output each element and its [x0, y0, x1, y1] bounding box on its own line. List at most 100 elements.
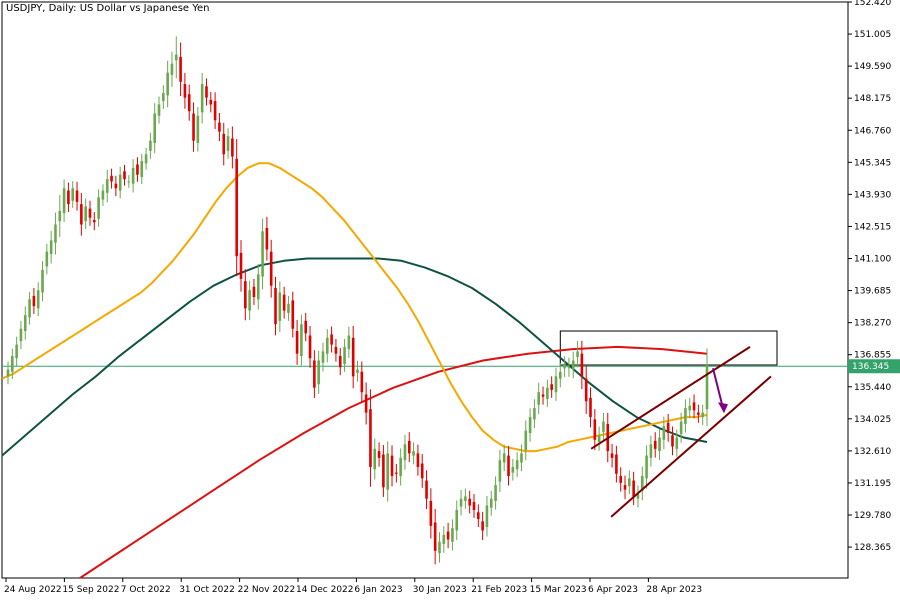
candle-body: [360, 371, 364, 393]
candle-body: [213, 101, 217, 121]
candle-body: [248, 290, 251, 311]
candle-body: [351, 337, 355, 377]
candle-body: [580, 353, 584, 377]
current-price-label: 136.345: [852, 362, 889, 372]
ma-slow-line: [79, 345, 708, 579]
candle-body: [502, 453, 506, 463]
candle-body: [494, 485, 497, 501]
candle-body: [300, 324, 303, 356]
candle-body: [325, 337, 329, 354]
candle-body: [317, 360, 320, 385]
candle-body: [649, 444, 653, 458]
ma-mid-line: [1, 257, 708, 457]
candle-body: [196, 115, 200, 143]
candle-body: [347, 335, 351, 350]
y-tick-label: 146.760: [854, 126, 891, 136]
candle-body: [28, 299, 31, 318]
candle-body: [32, 295, 36, 307]
candle-body: [679, 421, 683, 435]
x-tick-label: 21 Feb 2023: [471, 585, 527, 595]
candle-body: [666, 422, 670, 433]
channel-upper-line: [590, 346, 751, 450]
candle-body: [23, 315, 27, 332]
candle-body: [308, 335, 312, 359]
candle-body: [653, 440, 657, 449]
candle-body: [192, 113, 195, 141]
y-tick-label: 129.780: [854, 511, 891, 521]
ma-fast-line: [1, 162, 708, 453]
candle-body: [209, 99, 213, 105]
candle-body: [377, 451, 381, 458]
candle-body: [511, 466, 515, 473]
candle-body: [636, 494, 640, 499]
chart-title: USDJPY, Daily: US Dollar vs Japanese Yen: [6, 3, 210, 14]
candle-body: [295, 331, 299, 354]
candle-body: [554, 376, 558, 393]
candle-body: [304, 320, 308, 334]
candle-body: [390, 455, 394, 477]
candle-body: [395, 472, 398, 474]
y-tick-label: 145.345: [854, 158, 891, 168]
candle-body: [399, 457, 402, 477]
candle-body: [157, 104, 161, 116]
candle-body: [373, 448, 377, 470]
candle-body: [615, 454, 618, 474]
y-tick-label: 134.025: [854, 415, 891, 425]
candle-body: [558, 371, 562, 379]
candle-body: [291, 300, 295, 329]
candle-body: [541, 394, 545, 397]
candle-body: [114, 183, 118, 189]
candle-body: [15, 344, 18, 359]
candle-body: [705, 365, 709, 410]
candle-body: [256, 274, 260, 300]
candle-body: [110, 175, 113, 182]
candle-body: [420, 463, 424, 479]
candle-body: [183, 84, 187, 98]
candle-body: [382, 454, 385, 488]
y-tick-label: 138.270: [854, 319, 891, 329]
candle-body: [684, 408, 687, 424]
candle-body: [403, 444, 407, 461]
candle-body: [472, 502, 476, 511]
candle-body: [41, 269, 44, 293]
candle-body: [688, 405, 692, 411]
x-tick-label: 6 Jan 2023: [354, 585, 402, 595]
candle-body: [75, 190, 79, 202]
candle-body: [49, 240, 53, 254]
candle-body: [123, 171, 126, 180]
candle-body: [11, 355, 14, 372]
candle-body: [282, 294, 286, 311]
candle-body: [58, 210, 62, 222]
candle-body: [425, 480, 428, 499]
candle-body: [226, 136, 230, 151]
candle-body: [252, 286, 256, 298]
y-tick-label: 135.440: [854, 383, 891, 393]
direction-arrow-head: [718, 402, 728, 414]
candle-body: [174, 54, 178, 61]
candle-body: [459, 498, 463, 507]
candle-body: [455, 510, 459, 531]
candle-body: [269, 251, 273, 286]
candle-body: [84, 206, 87, 222]
x-tick-label: 30 Jan 2023: [413, 585, 467, 595]
candle-body: [179, 56, 182, 82]
candle-body: [187, 94, 191, 112]
candle-body: [671, 435, 674, 447]
candle-body: [356, 369, 359, 373]
candle-body: [528, 417, 532, 433]
candle-body: [692, 402, 696, 411]
candle-body: [697, 412, 700, 415]
plot-frame: [1, 1, 849, 579]
candle-body: [62, 188, 66, 214]
candle-body: [45, 251, 49, 267]
x-tick-label: 15 Mar 2023: [530, 585, 587, 595]
direction-arrow: [712, 368, 724, 409]
y-tick-label: 148.175: [854, 94, 891, 104]
candle-body: [261, 231, 264, 277]
candle-body: [136, 164, 139, 175]
candle-body: [321, 351, 325, 363]
x-tick-label: 14 Dec 2022: [296, 585, 354, 595]
candle-body: [162, 93, 165, 102]
candle-body: [92, 219, 96, 223]
